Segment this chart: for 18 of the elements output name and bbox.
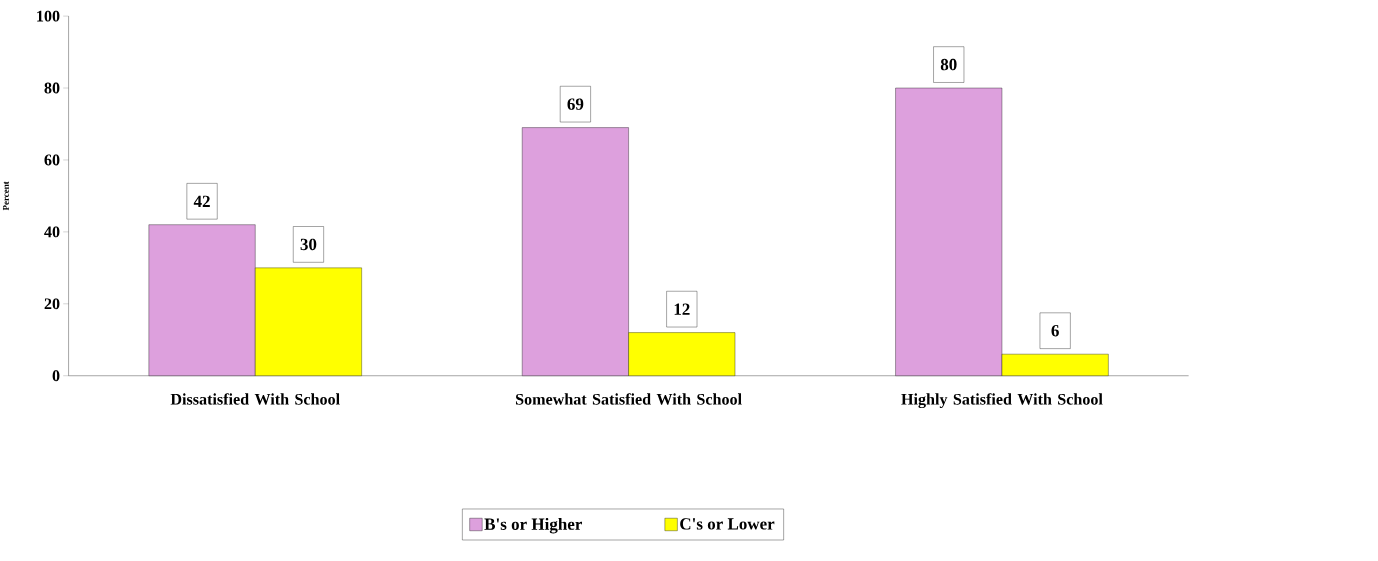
y-axis-title: Percent — [2, 181, 9, 211]
y-tick-label: 80 — [44, 82, 60, 94]
data-label: 80 — [940, 58, 957, 71]
y-tick-label: 40 — [44, 226, 60, 238]
data-label: 42 — [193, 195, 210, 207]
x-tick-label: Dissatisfied With School — [170, 393, 340, 405]
legend-label: C's or Lower — [680, 518, 775, 530]
y-tick-label: 20 — [44, 298, 60, 310]
y-tick-label: 60 — [44, 154, 60, 166]
data-label: 12 — [674, 303, 690, 315]
x-tick-label: Somewhat Satisfied With School — [515, 393, 742, 405]
data-label: 30 — [300, 238, 317, 251]
y-tick-label: 0 — [52, 370, 60, 382]
data-label: 69 — [567, 98, 584, 110]
data-label: 6 — [1051, 325, 1059, 337]
legend-label: B's or Higher — [484, 517, 583, 534]
x-tick-label: Highly Satisfied With School — [901, 393, 1103, 409]
y-tick-label: 100 — [37, 10, 60, 22]
